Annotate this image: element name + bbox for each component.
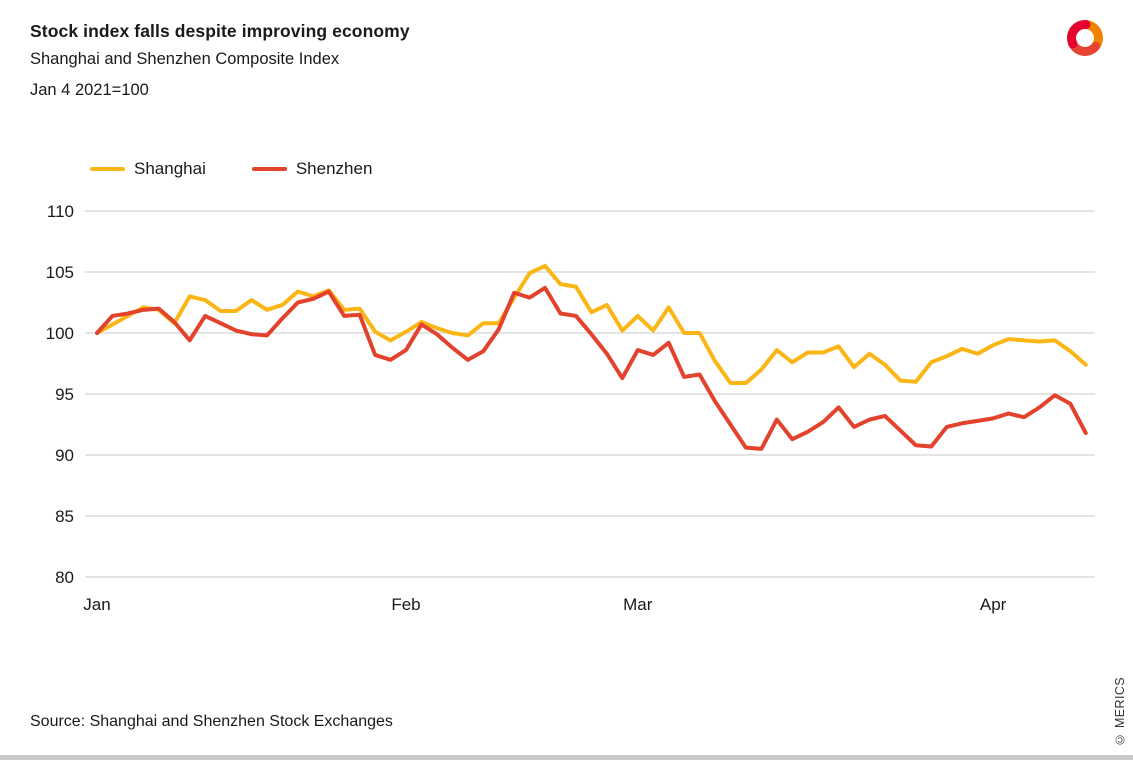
y-tick-80: 80 bbox=[55, 568, 74, 587]
chart-title: Stock index falls despite improving econ… bbox=[30, 21, 410, 41]
x-tick-feb: Feb bbox=[391, 595, 420, 614]
x-tick-apr: Apr bbox=[980, 595, 1007, 614]
chart-legend: Shanghai Shenzhen bbox=[90, 159, 418, 179]
chart-header: Stock index falls despite improving econ… bbox=[30, 18, 410, 106]
y-tick-105: 105 bbox=[46, 263, 74, 282]
x-tick-mar: Mar bbox=[623, 595, 653, 614]
source-note: Source: Shanghai and Shenzhen Stock Exch… bbox=[30, 713, 393, 730]
chart-subtitle: Shanghai and Shenzhen Composite Index bbox=[30, 50, 340, 68]
y-tick-85: 85 bbox=[55, 507, 74, 526]
legend-label-shenzhen: Shenzhen bbox=[295, 159, 373, 178]
chart-index-note: Jan 4 2021=100 bbox=[30, 81, 149, 99]
y-tick-95: 95 bbox=[55, 385, 74, 404]
legend-item-shenzhen: Shenzhen bbox=[251, 159, 373, 179]
series-line-shanghai bbox=[95, 263, 1088, 386]
y-tick-90: 90 bbox=[55, 446, 74, 465]
merics-logo-icon bbox=[1067, 20, 1103, 56]
shanghai-line-swatch-icon bbox=[90, 166, 125, 172]
shenzhen-line-swatch-icon bbox=[251, 166, 287, 172]
series-line-shenzhen bbox=[95, 285, 1088, 451]
copyright-note: © MERICS bbox=[1113, 676, 1127, 746]
y-tick-110: 110 bbox=[47, 202, 74, 221]
bottom-divider bbox=[0, 755, 1133, 760]
legend-label-shanghai: Shanghai bbox=[134, 159, 206, 178]
y-tick-100: 100 bbox=[46, 324, 74, 343]
x-tick-jan: Jan bbox=[83, 595, 110, 614]
legend-item-shanghai: Shanghai bbox=[90, 159, 206, 179]
